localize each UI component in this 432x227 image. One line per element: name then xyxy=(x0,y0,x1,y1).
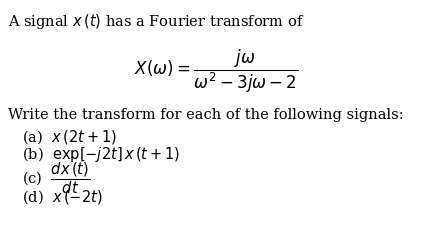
Text: (b)  $\mathrm{exp}[-j2t]\,x\,(t + 1)$: (b) $\mathrm{exp}[-j2t]\,x\,(t + 1)$ xyxy=(22,144,180,163)
Text: (c)  $\dfrac{dx\,(t)}{dt}$: (c) $\dfrac{dx\,(t)}{dt}$ xyxy=(22,159,90,195)
Text: A signal $x\,(t)$ has a Fourier transform of: A signal $x\,(t)$ has a Fourier transfor… xyxy=(8,12,305,31)
Text: $X(\omega) = \dfrac{j\omega}{\omega^2 - 3j\omega - 2}$: $X(\omega) = \dfrac{j\omega}{\omega^2 - … xyxy=(134,48,298,95)
Text: (d)  $x\,(-2t)$: (d) $x\,(-2t)$ xyxy=(22,187,102,205)
Text: Write the transform for each of the following signals:: Write the transform for each of the foll… xyxy=(8,108,403,121)
Text: (a)  $x\,(2t + 1)$: (a) $x\,(2t + 1)$ xyxy=(22,127,117,145)
